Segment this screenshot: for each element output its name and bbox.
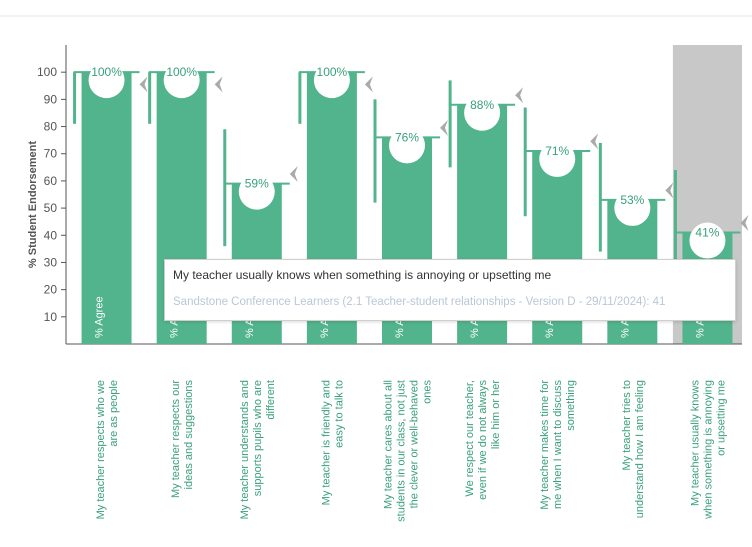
category-label: My teacher tries to (621, 380, 633, 470)
value-label: 71% (545, 144, 569, 158)
value-label: 88% (470, 98, 494, 112)
value-bubble (689, 222, 726, 259)
value-bubble (163, 62, 200, 99)
category-label: My teacher usually knows (689, 380, 701, 506)
category-label: something (565, 380, 577, 431)
category-label: My teacher is friendly and (320, 380, 332, 505)
y-tick-label: 80 (44, 120, 58, 134)
comparison-marker (139, 76, 148, 93)
comparison-marker (440, 119, 448, 136)
value-label: 100% (166, 65, 197, 79)
value-label: 100% (91, 65, 122, 79)
value-label: 53% (620, 193, 644, 207)
value-bubble (313, 62, 350, 99)
category-label: when something is annoying (702, 380, 714, 520)
category-label: are as people (108, 380, 120, 447)
y-tick-label: 30 (44, 255, 58, 269)
y-axis-title: % Student Endorsement (27, 141, 39, 268)
value-label: 59% (245, 177, 269, 191)
y-tick-label: 40 (44, 228, 58, 242)
category-label: My teacher understands and (239, 380, 251, 519)
value-bubble (464, 94, 501, 131)
bar (81, 72, 132, 344)
category-label: me when I want to discuss (552, 380, 564, 510)
category-label: supports pupils who are (252, 380, 264, 496)
comparison-marker (740, 214, 749, 231)
category-label: the clever or well-behaved (409, 380, 421, 508)
comparison-marker (665, 182, 674, 199)
category-label: easy to talk to (333, 380, 345, 448)
value-label: 41% (695, 226, 719, 240)
category-label: even if we do not always (477, 380, 489, 500)
category-label: or upsetting me (715, 380, 727, 456)
tooltip: My teacher usually knows when something … (164, 259, 736, 321)
comparison-marker (515, 87, 524, 104)
category-label: We respect our teacher, (464, 380, 476, 497)
value-label: 76% (395, 130, 419, 144)
category-label: students in our class, not just (396, 380, 408, 522)
value-bubble (614, 189, 651, 226)
value-bubble (389, 127, 425, 164)
value-label: 100% (317, 65, 348, 79)
y-tick-label: 60 (44, 174, 58, 188)
category-label: My teacher makes time for (539, 380, 551, 510)
y-tick-label: 10 (44, 310, 58, 324)
category-label: My teacher respects our (170, 380, 182, 498)
comparison-marker (364, 76, 373, 93)
value-bubble (238, 173, 275, 210)
category-label: understand how I am feeling (634, 380, 646, 518)
y-tick-label: 90 (44, 92, 58, 106)
y-tick-label: 50 (44, 201, 58, 215)
category-label: ones (422, 380, 434, 404)
comparison-marker (590, 133, 599, 150)
y-tick-label: 100 (37, 65, 57, 79)
category-label: ideas and suggestions (183, 380, 195, 490)
y-tick-label: 70 (44, 147, 58, 161)
tooltip-title: My teacher usually knows when something … (173, 268, 552, 282)
category-label: different (265, 380, 277, 420)
category-label: My teacher cares about all (383, 380, 395, 509)
category-label: My teacher respects who we (95, 380, 107, 519)
value-bubble (88, 62, 125, 99)
value-bubble (539, 141, 576, 178)
tooltip-subtitle: Sandstone Conference Learners (2.1 Teach… (173, 296, 666, 308)
agree-label: % Agree (94, 296, 106, 338)
comparison-marker (214, 76, 223, 93)
comparison-marker (289, 166, 298, 183)
y-tick-label: 20 (44, 283, 58, 297)
category-label: like him or her (490, 380, 502, 449)
